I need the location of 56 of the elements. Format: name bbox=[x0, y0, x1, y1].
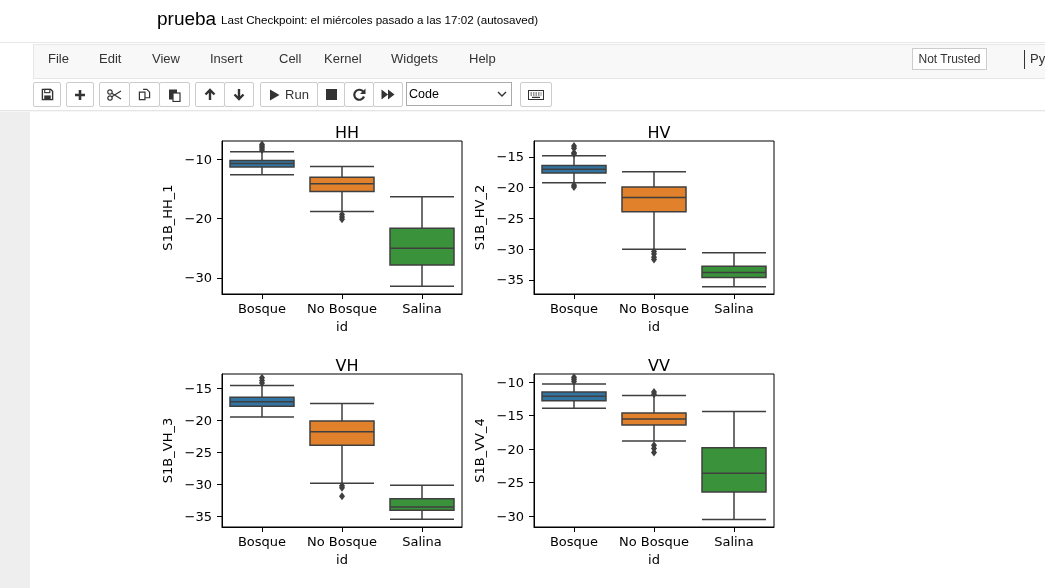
cell-type-dropdown: Code bbox=[406, 82, 512, 106]
x-tick-label: Bosque bbox=[549, 301, 599, 316]
y-tick-label: −25 bbox=[496, 210, 524, 226]
y-tick-label: −10 bbox=[496, 374, 524, 390]
x-tick-label: No Bosque bbox=[307, 301, 377, 316]
x-tick-label: Salina bbox=[714, 301, 754, 316]
y-tick-label: −35 bbox=[184, 509, 212, 525]
y-tick-label: −20 bbox=[496, 441, 524, 457]
x-tick-label: Salina bbox=[402, 534, 442, 549]
y-tick-label: −30 bbox=[184, 270, 212, 286]
text: prueba bbox=[157, 8, 217, 30]
text: Last Checkpoint: el miércoles pasado a las 17:02 (autosaved) bbox=[221, 13, 539, 26]
text: Cell bbox=[279, 51, 302, 67]
text: View bbox=[152, 51, 180, 67]
y-axis-title: S1B_HV_2 bbox=[471, 184, 487, 251]
y-tick-label: −30 bbox=[496, 508, 524, 524]
y-tick-label: −20 bbox=[184, 412, 212, 428]
text: File bbox=[48, 51, 69, 67]
y-axis-title: S1B_HH_1 bbox=[159, 184, 175, 251]
y-tick-label: −35 bbox=[496, 272, 524, 288]
y-axis-title: S1B_VV_4 bbox=[471, 418, 487, 483]
text: Insert bbox=[210, 51, 243, 67]
x-tick-label: Salina bbox=[714, 534, 754, 549]
x-tick-label: No Bosque bbox=[307, 534, 377, 549]
text: Help bbox=[469, 51, 496, 67]
chart-title: HH bbox=[334, 122, 360, 142]
run-button: Run bbox=[260, 82, 318, 107]
x-tick-label: Bosque bbox=[237, 301, 287, 316]
chart-title: VV bbox=[648, 355, 670, 375]
trusted-status-button: Not Trusted bbox=[912, 48, 987, 70]
y-tick-label: −20 bbox=[496, 180, 524, 196]
x-axis-title: id bbox=[648, 551, 660, 567]
x-tick-label: Bosque bbox=[237, 534, 287, 549]
x-axis-title: id bbox=[336, 318, 348, 334]
text: Edit bbox=[99, 51, 122, 67]
y-tick-label: −25 bbox=[496, 475, 524, 491]
x-tick-label: Bosque bbox=[549, 534, 599, 549]
x-axis-title: id bbox=[648, 318, 660, 334]
chart-title: HV bbox=[647, 122, 671, 142]
text: Widgets bbox=[391, 51, 438, 67]
y-tick-label: −25 bbox=[184, 444, 212, 460]
y-axis-title: S1B_VH_3 bbox=[159, 417, 175, 484]
chart-title: VH bbox=[335, 355, 359, 375]
y-tick-label: −30 bbox=[496, 241, 524, 257]
x-tick-label: No Bosque bbox=[619, 301, 689, 316]
y-tick-label: −15 bbox=[496, 408, 524, 424]
y-tick-label: −10 bbox=[184, 151, 212, 167]
x-axis-title: id bbox=[336, 551, 348, 567]
y-tick-label: −20 bbox=[184, 211, 212, 227]
text: Py bbox=[1030, 51, 1045, 67]
x-tick-label: No Bosque bbox=[619, 534, 689, 549]
y-tick-label: −15 bbox=[496, 149, 524, 165]
y-tick-label: −30 bbox=[184, 477, 212, 493]
x-tick-label: Salina bbox=[402, 301, 442, 316]
text: Kernel bbox=[324, 51, 362, 67]
y-tick-label: −15 bbox=[184, 380, 212, 396]
